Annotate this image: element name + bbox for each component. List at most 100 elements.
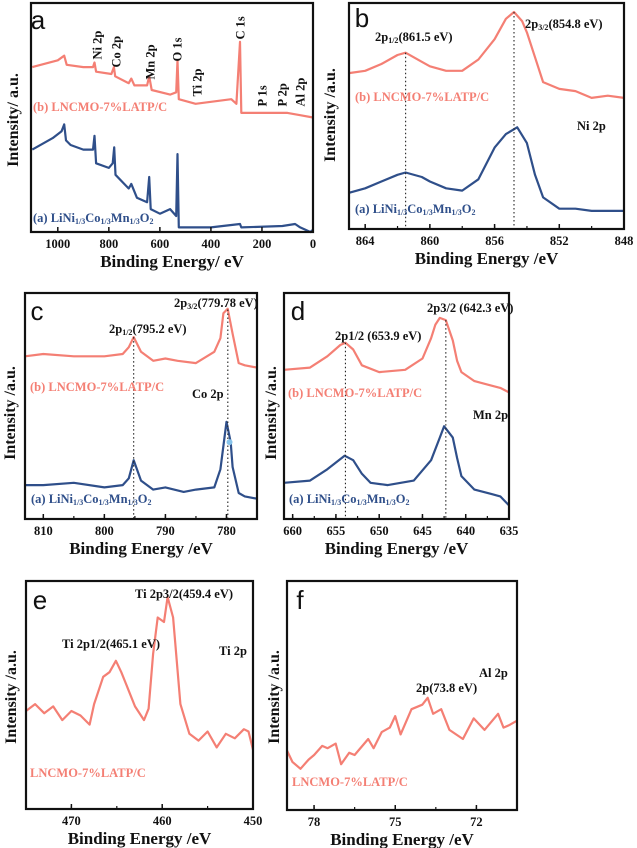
- subscript: 3/2: [187, 302, 198, 311]
- plot-frame: [285, 579, 519, 812]
- series-label: (b) LNCMO-7%LATP/C: [30, 381, 164, 394]
- text-segment: (a) LiNi: [355, 202, 398, 216]
- region-label: Ni 2p: [577, 118, 606, 133]
- peak-annotation: 2p1/2(861.5 eV): [375, 31, 453, 45]
- region-label: Mn 2p: [473, 407, 509, 422]
- series-line-a: [348, 126, 624, 212]
- peak-annotation: 2p1/2(795.2 eV): [109, 323, 187, 337]
- text-segment: 2p: [174, 296, 188, 310]
- panel-letter: c: [30, 296, 44, 326]
- highlight-dot: [226, 439, 233, 446]
- text-segment: Mn: [108, 492, 128, 506]
- x-tick-label: 75: [388, 815, 402, 829]
- subscript: 2: [147, 498, 152, 507]
- peak-annotation: 2p(73.8 eV): [416, 682, 477, 695]
- x-tick-label: 856: [485, 234, 504, 248]
- series-line-b: [286, 696, 518, 770]
- subscript: 1/3: [422, 208, 433, 217]
- subscript: 2: [471, 208, 476, 217]
- peak-label: Ti 2p: [190, 68, 205, 97]
- x-tick-label: 635: [499, 524, 519, 538]
- y-axis-label: Intensity /a.u.: [2, 366, 19, 460]
- x-tick-label: 78: [307, 815, 321, 829]
- x-axis-label: Binding Energy /eV: [67, 829, 212, 848]
- x-axis-label: Binding Energy/ eV: [100, 252, 244, 271]
- subscript: 1/3: [129, 217, 140, 226]
- x-tick-label: 780: [217, 524, 236, 538]
- text-segment: 2p: [109, 322, 123, 336]
- plot-frame: [24, 579, 255, 811]
- series-line-b: [25, 595, 255, 750]
- series-line-b: [24, 307, 258, 369]
- text-segment: Co: [83, 492, 99, 506]
- text-segment: (b) LNCMO-7%LATP/C: [288, 385, 423, 400]
- text-segment: O: [139, 211, 150, 225]
- panel-letter: e: [32, 585, 48, 615]
- panel-letter: a: [30, 5, 46, 35]
- text-segment: (b) LNCMO-7%LATP/C: [355, 89, 490, 104]
- peak-label: Al 2p: [293, 77, 308, 107]
- region-label: Ti 2p: [219, 643, 247, 658]
- series-label: LNCMO-7%LATP/C: [30, 767, 146, 780]
- x-tick-label: 810: [33, 524, 53, 538]
- series-line-a: [283, 425, 510, 507]
- series-label: (a) LiNi1/3Co1/3Mn1/3O2: [33, 212, 153, 226]
- text-segment: Co: [407, 202, 423, 216]
- subscript: 1/3: [73, 498, 84, 507]
- x-tick-label: 852: [549, 234, 569, 248]
- plot-frame: [282, 291, 511, 521]
- peak-label: Mn 2p: [143, 44, 158, 80]
- x-tick-label: 640: [456, 524, 476, 538]
- subscript: 1/3: [397, 208, 408, 217]
- x-tick-label: 790: [156, 524, 175, 538]
- panel-c: [23, 291, 259, 521]
- peak-label: P 2p: [275, 83, 290, 107]
- text-segment: Mn: [432, 202, 452, 216]
- subscript: 1/3: [331, 498, 342, 507]
- panel-letter: d: [290, 296, 306, 326]
- text-segment: (779.78 eV): [197, 296, 258, 310]
- text-segment: Ti 2p3/2(459.4 eV): [135, 586, 234, 601]
- subscript: 1/3: [356, 498, 367, 507]
- series-label: (b) LNCMO-7%LATP/C: [355, 91, 489, 104]
- x-tick-label: 0: [309, 237, 317, 251]
- x-tick-label: 860: [420, 234, 440, 248]
- text-segment: O: [395, 492, 406, 506]
- text-segment: Mn: [110, 211, 130, 225]
- text-segment: LNCMO-7%LATP/C: [292, 774, 408, 789]
- text-segment: 2p1/2 (653.9 eV): [335, 328, 422, 343]
- x-tick-label: 72: [470, 815, 483, 829]
- series-line-b: [348, 10, 625, 99]
- panel-b: [347, 1, 626, 231]
- text-segment: (b) LNCMO-7%LATP/C: [30, 379, 165, 394]
- x-tick-label: 470: [62, 814, 81, 828]
- series-line-b: [283, 316, 510, 394]
- x-axis-label: Binding Energy /eV: [414, 249, 559, 268]
- text-segment: Co: [85, 211, 101, 225]
- text-segment: 2p: [375, 30, 389, 44]
- subscript: 1/3: [98, 498, 109, 507]
- series-line-a: [31, 123, 314, 234]
- text-segment: O: [137, 492, 148, 506]
- peak-label: P 1s: [255, 85, 270, 107]
- panel-e: [24, 579, 255, 811]
- subscript: 1/3: [385, 498, 396, 507]
- text-segment: 2p: [525, 17, 539, 31]
- series-label: (b) LNCMO-7%LATP/C: [288, 387, 422, 400]
- series-line-a: [25, 420, 258, 500]
- x-axis-label: Binding Energy /eV: [69, 539, 213, 558]
- peak-label: Co 2p: [109, 35, 124, 68]
- x-tick-label: 450: [243, 814, 263, 828]
- subscript: 1/3: [127, 498, 138, 507]
- x-axis-label: Binding Energy /eV: [330, 830, 474, 848]
- region-label: Co 2p: [192, 386, 224, 401]
- subscript: 1/3: [100, 217, 111, 226]
- panel-letter: b: [354, 3, 370, 33]
- text-segment: (a) LiNi: [33, 211, 76, 225]
- text-segment: 2p3/2 (642.3 eV): [427, 300, 514, 315]
- x-tick-label: 460: [152, 814, 172, 828]
- text-segment: (a) LiNi: [289, 492, 332, 506]
- x-tick-label: 1000: [45, 237, 71, 251]
- plot-frame: [29, 1, 315, 234]
